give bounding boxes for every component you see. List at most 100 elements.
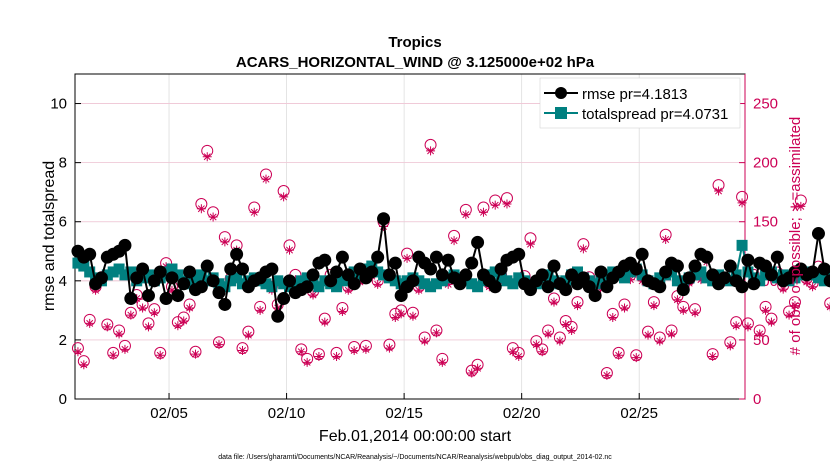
obs-assimilated-marker: [743, 322, 753, 332]
totalspread-point: [219, 281, 231, 293]
rmse-point: [165, 271, 179, 285]
rmse-point: [488, 280, 502, 294]
totalspread-point: [72, 257, 84, 269]
x-tick-label: 02/15: [385, 405, 423, 422]
obs-assimilated-marker: [461, 210, 471, 220]
obs-assimilated-marker: [737, 198, 747, 208]
obs-assimilated-marker: [678, 305, 688, 315]
rmse-point: [277, 292, 291, 306]
totalspread-point: [501, 275, 513, 287]
obs-assimilated-marker: [414, 285, 424, 295]
totalspread-point: [689, 269, 701, 281]
obs-assimilated-marker: [473, 363, 483, 373]
obs-assimilated-marker: [608, 312, 618, 322]
obs-assimilated-marker: [390, 312, 400, 322]
obs-assimilated-marker: [567, 325, 577, 335]
totalspread-point: [119, 269, 131, 281]
totalspread-point: [260, 278, 272, 290]
totalspread-point: [231, 272, 243, 284]
totalspread-point: [695, 266, 707, 278]
obs-assimilated-marker: [672, 295, 682, 305]
rmse-point: [435, 268, 449, 282]
rmse-point: [118, 238, 132, 252]
data-file-footer: data file: /Users/gharamti/Documents/NCA…: [218, 454, 612, 461]
obs-assimilated-marker: [725, 341, 735, 351]
rmse-point: [424, 262, 438, 276]
obs-assimilated-marker: [437, 357, 447, 367]
rmse-point: [318, 253, 332, 267]
totalspread-point: [507, 278, 519, 290]
obs-assimilated-marker: [426, 146, 436, 156]
obs-assimilated-marker: [796, 201, 806, 211]
legend-rmse-marker: [555, 87, 567, 99]
rmse-point: [735, 280, 749, 294]
totalspread-point: [419, 278, 431, 290]
rmse-point: [153, 265, 167, 279]
rmse-point: [283, 274, 297, 288]
obs-assimilated-marker: [279, 192, 289, 202]
legend-spread-marker: [555, 107, 567, 119]
obs-assimilated-marker: [202, 152, 212, 162]
obs-assimilated-marker: [514, 351, 524, 361]
totalspread-point: [195, 269, 207, 281]
rmse-point: [388, 256, 402, 270]
totalspread-point: [78, 260, 90, 272]
rmse-point: [817, 262, 830, 276]
totalspread-point: [142, 269, 154, 281]
obs-assimilated-marker: [537, 347, 547, 357]
obs-assimilated-marker: [784, 310, 794, 320]
rmse-point: [688, 259, 702, 273]
totalspread-point: [619, 272, 631, 284]
obs-assimilated-marker: [196, 204, 206, 214]
rmse-point: [206, 274, 220, 288]
rmse-point: [823, 274, 830, 288]
rmse-point: [594, 265, 608, 279]
totalspread-point: [654, 272, 666, 284]
obs-assimilated-marker: [690, 308, 700, 318]
obs-assimilated-marker: [614, 350, 624, 360]
rmse-series: [71, 212, 830, 323]
obs-possible-marker: [824, 297, 830, 310]
totalspread-point: [213, 278, 225, 290]
obs-assimilated-marker: [755, 329, 765, 339]
obs-assimilated-marker: [543, 329, 553, 339]
totalspread-point: [589, 278, 601, 290]
obs-assimilated-marker: [825, 302, 830, 312]
obs-assimilated-marker: [155, 350, 165, 360]
obs-assimilated-marker: [190, 349, 200, 359]
obs-assimilated-marker: [620, 303, 630, 313]
totalspread-point: [572, 266, 583, 278]
y-right-tick-label: 250: [753, 96, 778, 113]
totalspread-point: [101, 269, 113, 281]
obs-assimilated-marker: [349, 346, 359, 356]
rmse-point: [559, 283, 573, 297]
totalspread-point: [389, 275, 401, 287]
obs-assimilated-marker: [420, 336, 430, 346]
totalspread-point: [472, 281, 484, 293]
rmse-point: [212, 286, 226, 300]
rmse-point: [406, 274, 420, 288]
obs-assimilated-marker: [643, 330, 653, 340]
obs-assimilated-marker: [443, 279, 453, 289]
obs-assimilated-marker: [179, 316, 189, 326]
totalspread-point: [601, 269, 613, 281]
totalspread-point: [113, 263, 125, 275]
obs-assimilated-marker: [149, 308, 159, 318]
obs-assimilated-marker: [302, 357, 312, 367]
obs-assimilated-marker: [91, 285, 101, 295]
obs-assimilated-marker: [696, 275, 706, 285]
rmse-point: [177, 277, 191, 291]
totalspread-point: [307, 278, 319, 290]
totalspread-point: [289, 278, 301, 290]
obs-assimilated-marker: [602, 370, 612, 380]
rmse-point: [465, 256, 479, 270]
rmse-point: [441, 253, 455, 267]
rmse-point: [682, 271, 696, 285]
obs-assimilated-marker: [761, 305, 771, 315]
totalspread-point: [225, 275, 237, 287]
obs-assimilated-marker: [238, 346, 247, 356]
totalspread-point: [701, 272, 713, 284]
rmse-point: [629, 262, 643, 276]
rmse-point: [136, 262, 150, 276]
y-left-tick-label: 8: [59, 155, 67, 172]
